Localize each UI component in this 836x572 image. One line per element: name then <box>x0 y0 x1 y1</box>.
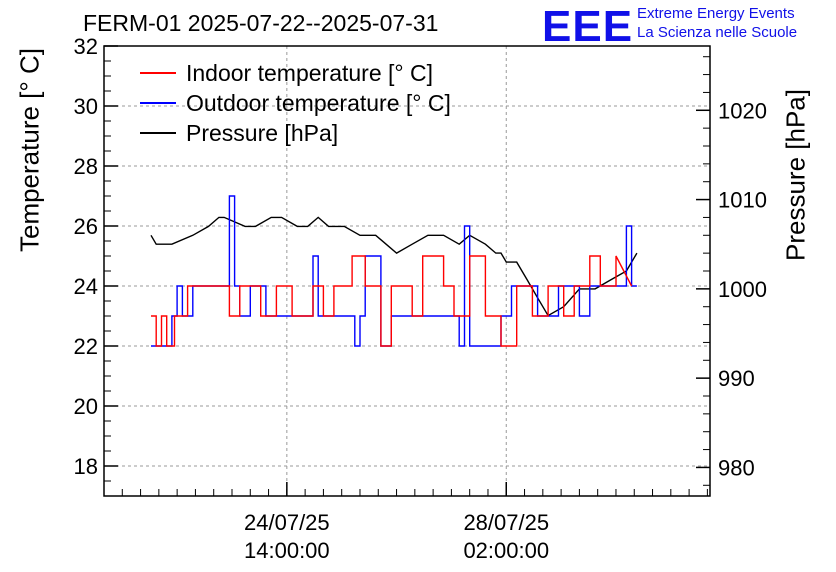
legend-item-outdoor: Outdoor temperature [° C] <box>140 88 451 118</box>
legend-label-pressure: Pressure [hPa] <box>186 119 339 146</box>
chart-axes: 18 20 22 24 26 28 30 32 980 990 1000 1010 1020 24/07/… <box>74 34 767 563</box>
legend-swatch-outdoor <box>140 102 176 104</box>
chart-legend: Indoor temperature [° C] Outdoor tempera… <box>140 58 451 148</box>
series-line-outdoor <box>151 195 637 347</box>
x-tick-label-date: 28/07/25 <box>463 510 549 535</box>
y-tick-label-right: 1000 <box>718 277 767 302</box>
y-tick-label-left: 30 <box>74 94 98 119</box>
x-tick-label-time: 02:00:00 <box>463 538 549 563</box>
x-tick-label-time: 14:00:00 <box>244 538 330 563</box>
legend-swatch-pressure <box>140 132 176 134</box>
y-tick-label-right: 990 <box>718 366 755 391</box>
brand-line-1: Extreme Energy Events <box>637 5 795 22</box>
y-tick-label-right: 1010 <box>718 188 767 213</box>
x-tick-label-date: 24/07/25 <box>244 510 330 535</box>
chart-series-layer <box>150 195 638 347</box>
y-tick-label-left: 22 <box>74 334 98 359</box>
legend-item-indoor: Indoor temperature [° C] <box>140 58 451 88</box>
brand-text: Extreme Energy Events La Scienza nelle S… <box>637 4 797 42</box>
y-tick-label-right: 1020 <box>718 98 767 123</box>
y-tick-label-left: 28 <box>74 154 98 179</box>
y-tick-label-left: 26 <box>74 214 98 239</box>
legend-label-indoor: Indoor temperature [° C] <box>186 59 433 86</box>
series-line-pressure <box>150 216 638 317</box>
series-line-indoor <box>151 255 633 347</box>
brand-line-2: La Scienza nelle Scuole <box>637 24 798 41</box>
y-axis-label-right: Pressure [hPa] <box>780 89 811 261</box>
y-tick-label-right: 980 <box>718 455 755 480</box>
legend-item-pressure: Pressure [hPa] <box>140 118 451 148</box>
chart-title: FERM-01 2025-07-22--2025-07-31 <box>83 10 439 36</box>
y-tick-label-left: 18 <box>74 454 98 479</box>
y-tick-label-left: 20 <box>74 394 98 419</box>
legend-swatch-indoor <box>140 72 176 74</box>
y-tick-label-left: 32 <box>74 34 98 59</box>
y-axis-label-left: Temperature [° C] <box>14 47 45 253</box>
y-tick-label-left: 24 <box>74 274 98 299</box>
legend-label-outdoor: Outdoor temperature [° C] <box>186 89 451 116</box>
eee-logo: EEE <box>542 2 634 51</box>
